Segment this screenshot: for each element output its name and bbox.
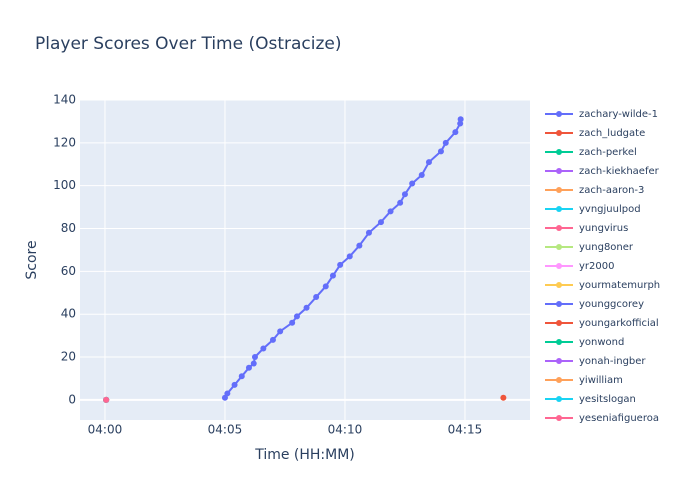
legend-marker (556, 187, 562, 193)
legend-marker (556, 225, 562, 231)
legend-marker (556, 263, 562, 269)
data-point (457, 116, 464, 123)
legend-label[interactable]: yeseniafigueroa (579, 413, 659, 424)
data-point (269, 336, 276, 343)
y-tick-label: 40 (61, 307, 76, 321)
chart-title: Player Scores Over Time (Ostracize) (35, 34, 342, 54)
legend-label[interactable]: yonah-ingber (579, 356, 646, 367)
y-tick-label: 60 (61, 264, 76, 278)
legend-label[interactable]: yourmatemurph (579, 280, 660, 291)
data-point (231, 381, 238, 388)
legend-label[interactable]: zach-kiekhaefer (579, 166, 660, 177)
data-point (337, 261, 344, 268)
data-point (500, 394, 507, 401)
legend-label[interactable]: younggcorey (579, 299, 644, 310)
legend-marker (556, 320, 562, 326)
legend: zachary-wilde-1 zach_ludgate zach-perkel za… (545, 109, 660, 424)
y-tick-label: 140 (53, 93, 76, 107)
plot-marks (103, 116, 507, 403)
x-axis-title: Time (HH:MM) (254, 447, 355, 463)
grid (80, 99, 530, 420)
data-point (356, 242, 363, 249)
data-point (322, 283, 329, 290)
legend-label[interactable]: yiwilliam (579, 375, 623, 386)
data-point (250, 360, 257, 367)
legend-marker (556, 206, 562, 212)
legend-label[interactable]: zach-aaron-3 (579, 185, 644, 196)
y-tick-label: 20 (61, 350, 76, 364)
data-point (293, 313, 300, 320)
y-tick-label: 120 (53, 135, 76, 149)
data-point (245, 364, 252, 371)
legend-label[interactable]: yesitslogan (579, 394, 636, 405)
data-point (224, 390, 231, 397)
legend-marker (556, 339, 562, 345)
data-point (260, 345, 267, 352)
legend-label[interactable]: zach_ludgate (579, 128, 645, 139)
legend-marker (556, 149, 562, 155)
data-point (277, 328, 284, 335)
legend-label[interactable]: zach-perkel (579, 147, 637, 158)
data-point (251, 354, 258, 361)
data-point (289, 319, 296, 326)
data-point (103, 396, 110, 403)
legend-label[interactable]: zachary-wilde-1 (579, 109, 658, 120)
data-point (365, 229, 372, 236)
legend-marker (556, 358, 562, 364)
legend-label[interactable]: yr2000 (579, 261, 614, 272)
legend-label[interactable]: yung8oner (579, 242, 634, 253)
plot-area (80, 100, 530, 420)
data-point (397, 199, 404, 206)
legend-marker (556, 130, 562, 136)
legend-label[interactable]: yvngjuulpod (579, 204, 641, 215)
x-tick-label: 04:10 (328, 423, 363, 437)
x-tick-label: 04:05 (208, 423, 243, 437)
legend-marker (556, 244, 562, 250)
data-point (409, 180, 416, 187)
legend-marker (556, 301, 562, 307)
y-axis-title: Score (24, 240, 40, 279)
legend-marker (556, 282, 562, 288)
data-point (303, 304, 310, 311)
data-point (442, 139, 449, 146)
data-point (377, 219, 384, 226)
x-tick-label: 04:15 (448, 423, 483, 437)
data-point (401, 191, 408, 198)
y-tick-label: 80 (61, 221, 76, 235)
legend-marker (556, 168, 562, 174)
legend-label[interactable]: yonwond (579, 337, 624, 348)
data-point (238, 373, 245, 380)
data-point (418, 171, 425, 178)
data-point (387, 208, 394, 215)
legend-marker (556, 377, 562, 383)
legend-marker (556, 415, 562, 421)
y-tick-label: 100 (53, 178, 76, 192)
data-point (452, 129, 459, 136)
data-point (437, 148, 444, 155)
legend-marker (556, 396, 562, 402)
legend-label[interactable]: youngarkofficial (579, 318, 659, 329)
legend-marker (556, 111, 562, 117)
y-tick-label: 0 (68, 392, 76, 406)
data-point (346, 253, 353, 260)
x-tick-label: 04:00 (88, 423, 123, 437)
data-point (329, 272, 336, 279)
data-point (313, 294, 320, 301)
legend-label[interactable]: yungvirus (579, 223, 628, 234)
data-point (425, 159, 432, 166)
